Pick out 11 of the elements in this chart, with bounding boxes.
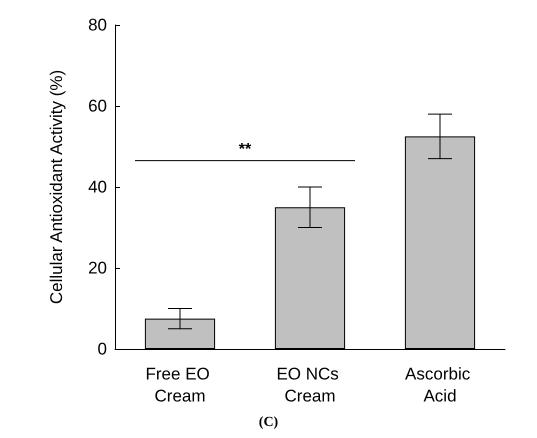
y-tick-label: 80 — [88, 16, 107, 34]
y-tick-label: 20 — [88, 258, 107, 278]
annotation: ** — [238, 141, 252, 158]
x-tick-label: Ascorbic Acid — [405, 364, 475, 406]
x-tick-label: Free EO Cream — [146, 364, 214, 406]
y-tick-label: 60 — [88, 96, 107, 116]
text: (C) — [258, 415, 280, 432]
y-tick-label: 0 — [98, 340, 107, 358]
y-tick-label: 40 — [88, 178, 107, 196]
y-axis-title: Cellular Antioxidant Activity (%) — [47, 70, 66, 304]
x-tick-label: EO NCs Cream — [276, 364, 344, 406]
